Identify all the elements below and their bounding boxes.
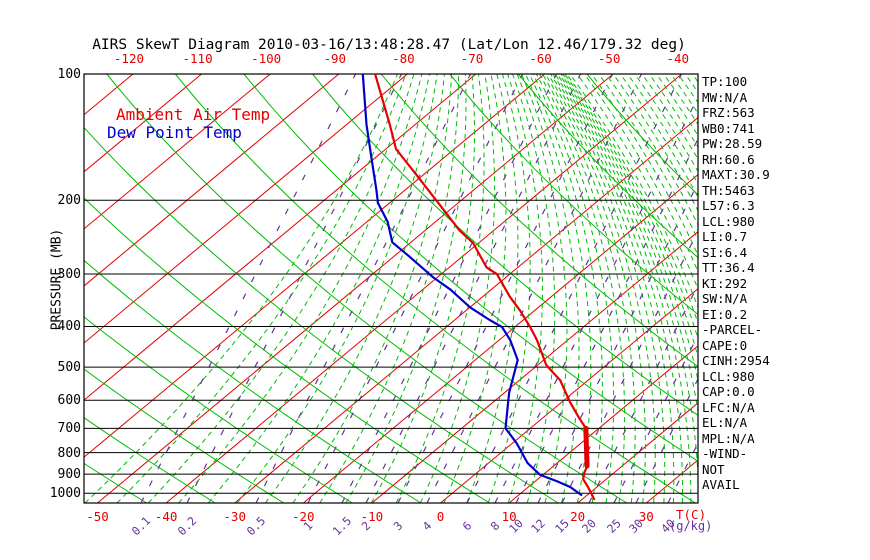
profile-traces (361, 74, 596, 501)
stat-line: RH:60.6 (702, 151, 755, 167)
pressure-tick: 600 (57, 393, 81, 409)
stat-line: -WIND- (702, 446, 748, 461)
bottom-temp-tick: -10 (360, 509, 384, 524)
stat-line: SI:6.4 (702, 244, 748, 260)
top-temp-tick: -50 (597, 51, 621, 66)
stat-line: TT:36.4 (702, 260, 755, 275)
dry-adiabat-lines (84, 74, 698, 503)
stat-line: LFC:N/A (702, 399, 755, 415)
stat-line: EL:N/A (702, 415, 748, 430)
top-temp-tick: -120 (113, 51, 145, 66)
pressure-tick: 900 (57, 467, 81, 483)
bottom-temp-tick: 20 (570, 509, 586, 524)
stat-line: TH:5463 (702, 182, 755, 198)
top-temp-tick: -80 (392, 51, 415, 66)
temperature-profile-thick-segment (583, 425, 590, 469)
stat-line: -PARCEL- (702, 322, 763, 337)
stat-line: AVAIL (702, 477, 740, 492)
stats-panel: TP:100 MW:N/A FRZ:563 WB0:741 PW:28.59 RH:60.… (702, 74, 770, 493)
bottom-temp-tick: -30 (223, 509, 246, 524)
stat-line: CAPE:0 (702, 337, 748, 353)
stat-line: MW:N/A (702, 89, 748, 105)
stat-line: TP:100 (702, 74, 748, 89)
stat-line: KI:292 (702, 275, 748, 291)
pressure-tick: 400 (57, 319, 81, 335)
bottom-temp-tick: 0 (436, 509, 445, 524)
stat-line: CAP:0.0 (702, 384, 755, 399)
bottom-temp-tick: -20 (292, 509, 315, 524)
moist-adiabat-lines (84, 74, 698, 503)
stat-line: EI:0.2 (702, 306, 748, 322)
stat-line: LCL:980 (702, 213, 755, 229)
legend-ambient-air-temp: Ambient Air Temp (116, 105, 271, 124)
stat-line: LCL:980 (702, 368, 755, 384)
stat-line: FRZ:563 (702, 105, 755, 120)
pressure-tick: 700 (57, 421, 81, 437)
stat-line: LI:0.7 (702, 229, 748, 244)
pressure-tick: 1000 (49, 486, 81, 502)
pressure-tick: 200 (57, 193, 81, 209)
legend-dew-point-temp: Dew Point Temp (107, 123, 242, 142)
top-temp-tick: -100 (251, 51, 282, 66)
stat-line: L57:6.3 (702, 198, 755, 213)
bottom-temp-tick: -50 (86, 509, 109, 524)
stat-line: MPL:N/A (702, 430, 755, 446)
bottom-temp-tick: -40 (154, 509, 178, 524)
bottom-temp-tick: 30 (638, 509, 654, 524)
mixing-ratio-lines (140, 74, 698, 503)
bottom-temp-tick: 10 (501, 509, 517, 524)
stat-line: CINH:2954 (702, 353, 770, 368)
top-temp-tick: -40 (666, 51, 690, 66)
isotherm-lines (84, 74, 698, 503)
top-temp-tick: -60 (529, 51, 552, 66)
plot-frame (83, 73, 699, 504)
top-temp-tick: -70 (460, 51, 484, 66)
pressure-tick: 300 (57, 267, 81, 283)
stat-line: PW:28.59 (702, 136, 763, 151)
top-temp-tick: -90 (323, 51, 347, 66)
mixing-ratio-unit-label: (g/kg) (669, 519, 713, 533)
stat-line: SW:N/A (702, 291, 748, 306)
pressure-tick: 100 (57, 67, 81, 82)
temp-axis-unit-label: T(C) (676, 507, 707, 522)
chart-title: AIRS SkewT Diagram 2010-03-16/13:48:28.4… (92, 37, 686, 53)
pressure-tick: 500 (57, 360, 81, 376)
stat-line: WB0:741 (702, 120, 755, 136)
stat-line: NOT (702, 461, 725, 477)
top-temp-tick: -110 (182, 51, 213, 66)
dewpoint-profile (361, 74, 583, 496)
pressure-tick: 800 (57, 445, 81, 461)
stat-line: MAXT:30.9 (702, 167, 770, 182)
